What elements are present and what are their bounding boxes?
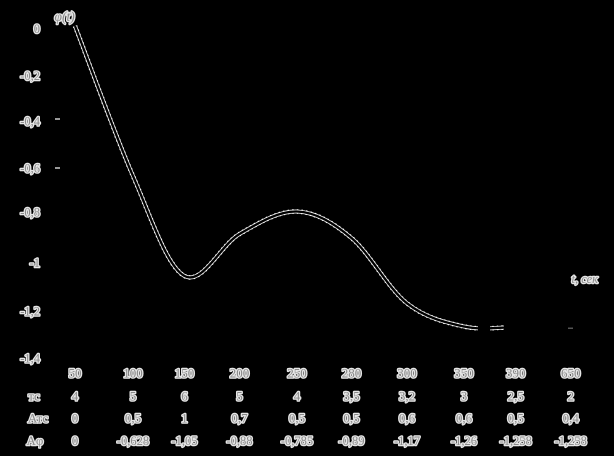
svg-text:5: 5	[130, 389, 137, 404]
svg-text:150: 150	[175, 366, 195, 381]
svg-text:200: 200	[230, 366, 250, 381]
svg-text:0: 0	[72, 433, 79, 448]
svg-text:4: 4	[72, 389, 79, 404]
svg-text:-0,88: -0,88	[226, 434, 252, 448]
svg-text:250: 250	[287, 366, 307, 381]
svg-text:-0,8: -0,8	[20, 205, 40, 219]
svg-text:-1,17: -1,17	[394, 434, 420, 448]
svg-text:0: 0	[34, 22, 40, 36]
svg-text:0,6: 0,6	[456, 411, 473, 426]
svg-text:-0,785: -0,785	[281, 434, 313, 448]
svg-text:Аφ: Аφ	[27, 433, 44, 448]
svg-text:300: 300	[397, 366, 417, 381]
svg-text:6: 6	[181, 389, 188, 404]
svg-text:-1,4: -1,4	[20, 351, 41, 365]
svg-text:t, сек: t, сек	[572, 272, 599, 286]
svg-text:5: 5	[236, 389, 243, 404]
svg-text:Атс: Атс	[28, 411, 49, 426]
svg-text:-1,258: -1,258	[555, 434, 587, 448]
svg-text:2,5: 2,5	[508, 389, 524, 404]
svg-text:φ(t): φ(t)	[55, 9, 76, 24]
svg-text:390: 390	[506, 366, 526, 381]
svg-text:2: 2	[568, 389, 575, 404]
svg-text:1: 1	[181, 411, 188, 426]
svg-text:0,5: 0,5	[289, 411, 305, 426]
svg-text:0,5: 0,5	[343, 411, 359, 426]
svg-text:280: 280	[342, 366, 362, 381]
svg-text:50: 50	[69, 366, 82, 381]
svg-text:100: 100	[123, 366, 143, 381]
svg-text:тс: тс	[28, 389, 40, 404]
svg-text:4: 4	[294, 389, 301, 404]
svg-text:-0,4: -0,4	[20, 114, 41, 128]
svg-text:-0,2: -0,2	[20, 69, 40, 83]
svg-text:650: 650	[561, 366, 581, 381]
svg-text:3: 3	[461, 389, 468, 404]
svg-text:-1,258: -1,258	[500, 434, 532, 448]
svg-text:-0,6: -0,6	[20, 161, 40, 175]
svg-text:-1: -1	[30, 256, 40, 270]
svg-text:-0,89: -0,89	[338, 434, 364, 448]
svg-text:0,7: 0,7	[231, 411, 248, 426]
svg-text:-0,628: -0,628	[117, 434, 149, 448]
svg-text:-1,2: -1,2	[20, 304, 40, 318]
svg-text:-1,26: -1,26	[451, 434, 477, 448]
svg-text:3,2: 3,2	[399, 389, 415, 404]
svg-text:0,6: 0,6	[399, 411, 416, 426]
svg-text:0,4: 0,4	[563, 411, 580, 426]
svg-text:0,5: 0,5	[508, 411, 524, 426]
svg-text:3,5: 3,5	[343, 389, 359, 404]
svg-text:0: 0	[72, 411, 79, 426]
svg-text:350: 350	[454, 366, 474, 381]
svg-text:0,5: 0,5	[125, 411, 141, 426]
svg-text:-1,05: -1,05	[171, 434, 197, 448]
